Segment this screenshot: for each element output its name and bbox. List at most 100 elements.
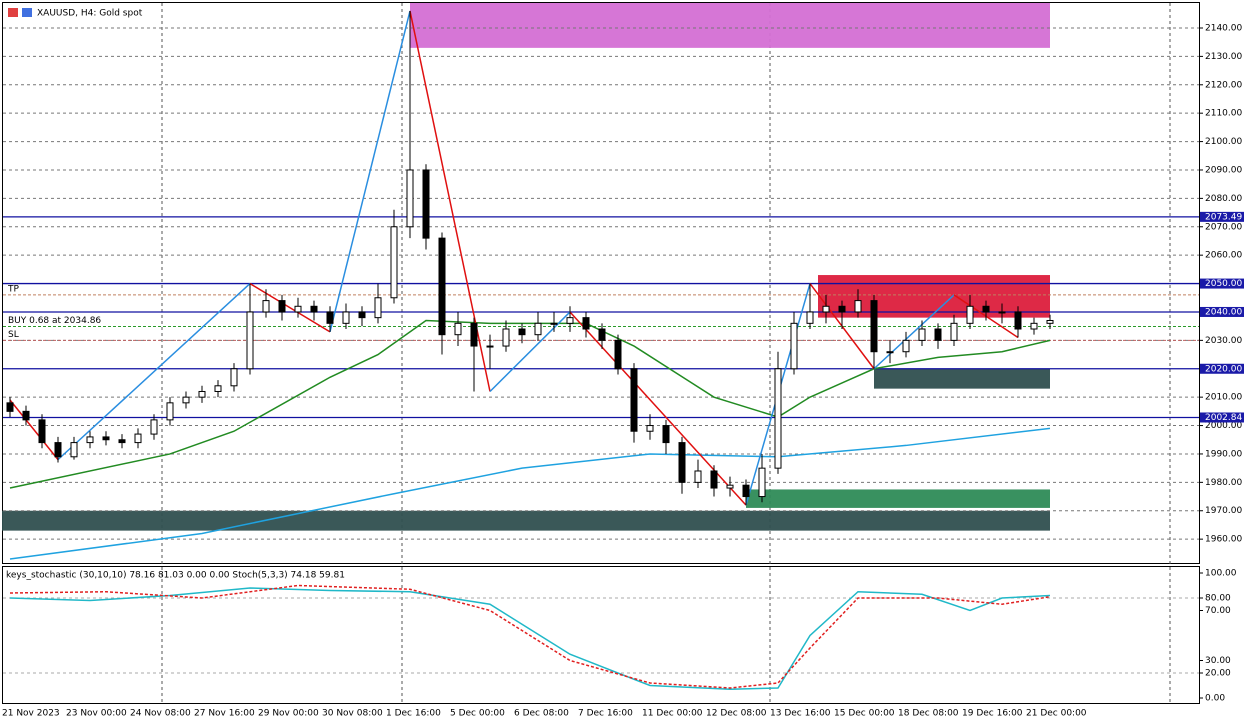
candle-body	[470, 322, 478, 347]
level-tag	[1200, 412, 1244, 423]
vertical-grid	[161, 3, 1171, 703]
candle-body	[70, 442, 78, 458]
trade-label: SL	[8, 330, 19, 340]
candle-body	[6, 402, 14, 412]
y-tick-label: 30.00	[1205, 656, 1231, 666]
candle-body	[102, 436, 110, 441]
zone	[410, 3, 1050, 48]
candle-body	[406, 169, 414, 228]
x-tick-label: 29 Nov 00:00	[258, 709, 319, 719]
level-tag	[1200, 306, 1244, 317]
candle-body	[182, 396, 190, 404]
candle-body	[518, 328, 526, 336]
candle-body	[502, 328, 510, 347]
candle-body	[390, 226, 398, 299]
y-tick-label: 100.00	[1205, 569, 1237, 579]
candle-body	[998, 311, 1006, 314]
x-tick-label: 30 Nov 08:00	[322, 709, 383, 719]
icon	[8, 8, 18, 17]
y-tick-label: 2080.00	[1205, 194, 1242, 204]
candle-body	[614, 339, 622, 370]
candle-body	[646, 425, 654, 432]
candle-body	[214, 385, 222, 392]
candle-body	[534, 322, 542, 336]
level-label: 2050.00	[1205, 279, 1242, 289]
candle-body	[550, 322, 558, 325]
level-tag	[1200, 363, 1244, 374]
x-tick-label: 23 Nov 00:00	[66, 709, 127, 719]
candle-body	[630, 368, 638, 432]
y-tick-label: 2000.00	[1205, 421, 1242, 431]
candle-body	[790, 322, 798, 370]
line-series	[9, 427, 1051, 560]
y-tick-label: 2120.00	[1205, 80, 1242, 90]
trade-label: BUY 0.68 at 2034.86	[8, 316, 101, 326]
x-tick-label: 1 Dec 16:00	[386, 709, 441, 719]
candle-body	[166, 402, 174, 421]
candle-body	[598, 328, 606, 341]
candle-body	[310, 305, 318, 313]
price-panel	[2, 2, 1200, 564]
y-tick-label: 2070.00	[1205, 222, 1242, 232]
y-tick-label: 1960.00	[1205, 535, 1242, 545]
candle-body	[230, 368, 238, 387]
candle-body	[358, 311, 366, 319]
candle-body	[278, 300, 286, 313]
candle-body	[1046, 319, 1054, 324]
y-tick-label: 80.00	[1205, 594, 1231, 604]
candle-body	[486, 345, 494, 348]
candle-body	[934, 328, 942, 341]
y-tick-label: 1970.00	[1205, 506, 1242, 516]
zigzag-segment	[873, 294, 955, 370]
candle-body	[22, 410, 30, 421]
x-tick-label: 15 Dec 00:00	[834, 709, 895, 719]
zigzag-segment	[489, 311, 571, 393]
y-tick-label: 20.00	[1205, 669, 1231, 679]
candle-body	[246, 311, 254, 370]
x-tick-label: 27 Nov 16:00	[194, 709, 255, 719]
y-tick-label: 2090.00	[1205, 165, 1242, 175]
x-tick-label: 7 Dec 16:00	[578, 709, 633, 719]
y-tick-label: 2100.00	[1205, 137, 1242, 147]
candle-body	[86, 436, 94, 444]
candle-body	[198, 390, 206, 398]
zigzag-segment	[249, 282, 331, 333]
zigzag-segment	[9, 399, 59, 461]
candle-body	[582, 317, 590, 330]
candle-body	[454, 322, 462, 336]
candle-body	[438, 237, 446, 336]
y-tick-label: 2030.00	[1205, 336, 1242, 346]
candle-body	[902, 339, 910, 353]
candle-body	[294, 305, 302, 313]
candle-body	[38, 419, 46, 444]
candle-body	[422, 169, 430, 239]
y-tick-label: 2010.00	[1205, 393, 1242, 403]
y-tick-label: 70.00	[1205, 606, 1231, 616]
candle-body	[758, 467, 766, 498]
x-tick-label: 11 Dec 00:00	[642, 709, 703, 719]
x-tick-label: 18 Dec 08:00	[898, 709, 959, 719]
candle-body	[54, 442, 62, 458]
candle-body	[662, 425, 670, 444]
line-series	[9, 587, 1051, 691]
zigzag-segment	[57, 283, 251, 461]
candle-body	[886, 351, 894, 354]
candle-body	[774, 368, 782, 469]
chart-title: XAUUSD, H4: Gold spot	[37, 9, 143, 19]
zone	[818, 275, 1050, 318]
candle-body	[870, 300, 878, 353]
candle-body	[710, 470, 718, 489]
candle-body	[678, 442, 686, 483]
y-tick-label: 0.00	[1205, 694, 1225, 704]
y-tick-label: 2110.00	[1205, 109, 1242, 119]
candle-body	[374, 297, 382, 319]
x-tick-label: 6 Dec 08:00	[514, 709, 569, 719]
x-tick-label: 21 Dec 00:00	[1026, 709, 1087, 719]
candle-body	[806, 311, 814, 324]
candle-body	[982, 305, 990, 313]
candle-body	[1014, 311, 1022, 330]
candle-body	[326, 311, 334, 324]
y-tick-label: 2130.00	[1205, 52, 1242, 62]
